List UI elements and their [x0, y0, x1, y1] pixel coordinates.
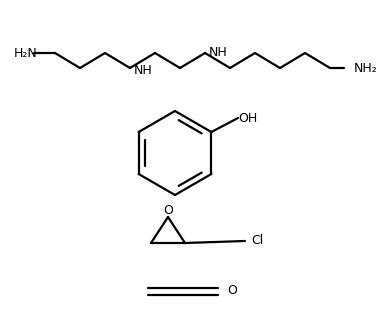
- Text: NH: NH: [209, 46, 227, 59]
- Text: NH: NH: [134, 64, 152, 77]
- Text: NH₂: NH₂: [354, 61, 378, 75]
- Text: H₂N: H₂N: [14, 47, 38, 59]
- Text: O: O: [227, 285, 237, 297]
- Text: OH: OH: [238, 111, 258, 124]
- Text: O: O: [163, 203, 173, 216]
- Text: Cl: Cl: [251, 234, 263, 247]
